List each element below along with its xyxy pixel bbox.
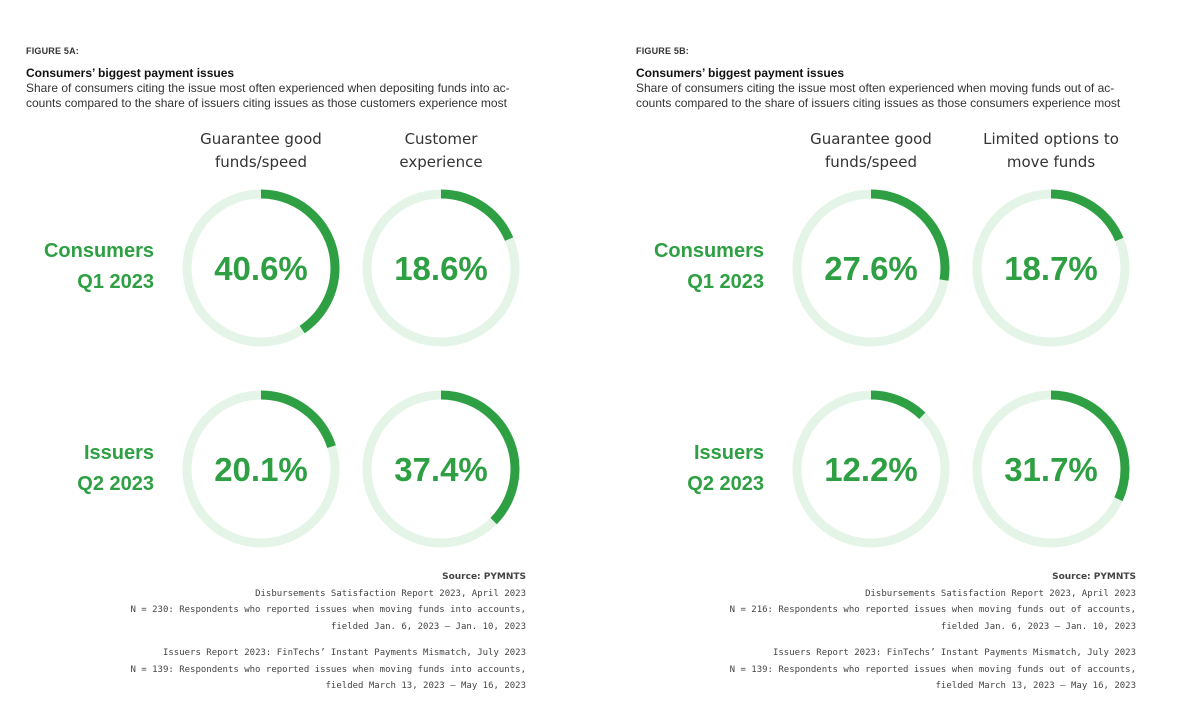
donut-value-label: 18.6%: [394, 250, 488, 287]
donut-value-arc: [182, 390, 340, 548]
figure-title: Consumers’ biggest payment issues: [26, 66, 235, 80]
source-line: [616, 635, 1136, 645]
subtitle-line: counts compared to the share of issuers …: [636, 95, 1121, 110]
figure-5b-panel: FIGURE 5B: Consumers’ biggest payment is…: [636, 0, 1188, 708]
row-label-line: Consumers: [43, 240, 154, 262]
donut-value-arc: [972, 390, 1130, 548]
source-line: Disbursements Satisfaction Report 2023, …: [255, 588, 526, 599]
figure-label: FIGURE 5B:: [636, 46, 690, 56]
column-header: Customer experience: [351, 128, 531, 174]
column-header: Guarantee good funds/speed: [171, 128, 351, 174]
row-label-line: Q1 2023: [77, 271, 154, 293]
column-header-line: funds/speed: [215, 153, 307, 171]
figure-subtitle: Share of consumers citing the issue most…: [636, 81, 1166, 110]
row-label-line: Q2 2023: [687, 473, 764, 495]
donut-value-arc: [792, 189, 950, 347]
donut-chart: 27.6%: [792, 189, 950, 347]
figure-label: FIGURE 5A:: [26, 46, 80, 56]
source-notes: Source: PYMNTS Disbursements Satisfaction…: [616, 569, 1136, 695]
donut-chart: 37.4%: [362, 390, 520, 548]
column-header: Guarantee good funds/speed: [781, 128, 961, 174]
figure-title: Consumers’ biggest payment issues: [636, 66, 845, 80]
donut-chart: 31.7%: [972, 390, 1130, 548]
column-header-line: Customer: [404, 130, 478, 148]
subtitle-line: Share of consumers citing the issue most…: [26, 81, 510, 95]
source-line: N = 216: Respondents who reported issues…: [729, 605, 1136, 615]
donut-value-arc: [792, 390, 950, 548]
row-label-line: Q2 2023: [77, 473, 154, 495]
donut-chart: 12.2%: [792, 390, 950, 548]
source-line: N = 230: Respondents who reported issues…: [130, 605, 526, 615]
row-label: Consumers Q1 2023: [4, 236, 154, 298]
donut-chart: 20.1%: [182, 390, 340, 548]
subtitle-line: counts compared to the share of issuers …: [26, 95, 507, 110]
column-header-line: Limited options to: [983, 130, 1119, 148]
column-header-line: Guarantee good: [200, 130, 322, 148]
donut-value-label: 31.7%: [1004, 451, 1098, 488]
donut-value-arc: [362, 390, 520, 548]
donut-value-label: 37.4%: [394, 451, 488, 488]
donut-chart: 18.6%: [362, 189, 520, 347]
column-header-line: Guarantee good: [810, 130, 932, 148]
donut-value-arc: [182, 189, 340, 347]
source-heading: Source: PYMNTS: [442, 572, 526, 582]
source-line: [6, 635, 526, 645]
donut-value-label: 20.1%: [214, 451, 308, 488]
column-header-line: funds/speed: [825, 153, 917, 171]
source-line: Issuers Report 2023: FinTechs’ Instant P…: [772, 648, 1136, 658]
row-label-line: Issuers: [83, 442, 154, 464]
row-label-line: Issuers: [693, 442, 764, 464]
source-line: fielded Jan. 6, 2023 – Jan. 10, 2023: [330, 621, 526, 632]
column-header-line: experience: [399, 153, 483, 171]
figure-5a-panel: FIGURE 5A: Consumers’ biggest payment is…: [26, 0, 586, 708]
donut-value-label: 18.7%: [1004, 250, 1098, 287]
source-line: fielded March 13, 2023 – May 16, 2023: [325, 681, 526, 691]
source-line: N = 139: Respondents who reported issues…: [130, 664, 526, 675]
source-notes: Source: PYMNTS Disbursements Satisfaction…: [6, 569, 526, 695]
row-label-line: Consumers: [653, 240, 764, 262]
subtitle-line: Share of consumers citing the issue most…: [636, 81, 1115, 95]
column-header: Limited options to move funds: [961, 128, 1141, 174]
row-label: Consumers Q1 2023: [614, 236, 764, 298]
donut-chart: 40.6%: [182, 189, 340, 347]
source-line: Issuers Report 2023: FinTechs’ Instant P…: [162, 648, 526, 658]
row-label: Issuers Q2 2023: [4, 438, 154, 500]
row-label-line: Q1 2023: [687, 271, 764, 293]
donut-value-label: 27.6%: [824, 250, 918, 287]
donut-value-label: 40.6%: [214, 250, 308, 287]
source-line: fielded March 13, 2023 – May 16, 2023: [935, 681, 1136, 691]
donut-value-arc: [972, 189, 1130, 347]
source-line: Disbursements Satisfaction Report 2023, …: [865, 588, 1136, 599]
source-line: N = 139: Respondents who reported issues…: [729, 664, 1136, 675]
figure-subtitle: Share of consumers citing the issue most…: [26, 81, 556, 110]
column-header-line: move funds: [1006, 153, 1096, 171]
donut-chart: 18.7%: [972, 189, 1130, 347]
source-heading: Source: PYMNTS: [1052, 572, 1136, 582]
donut-value-arc: [362, 189, 520, 347]
donut-value-label: 12.2%: [824, 451, 918, 488]
source-line: fielded Jan. 6, 2023 – Jan. 10, 2023: [940, 621, 1136, 632]
row-label: Issuers Q2 2023: [614, 438, 764, 500]
